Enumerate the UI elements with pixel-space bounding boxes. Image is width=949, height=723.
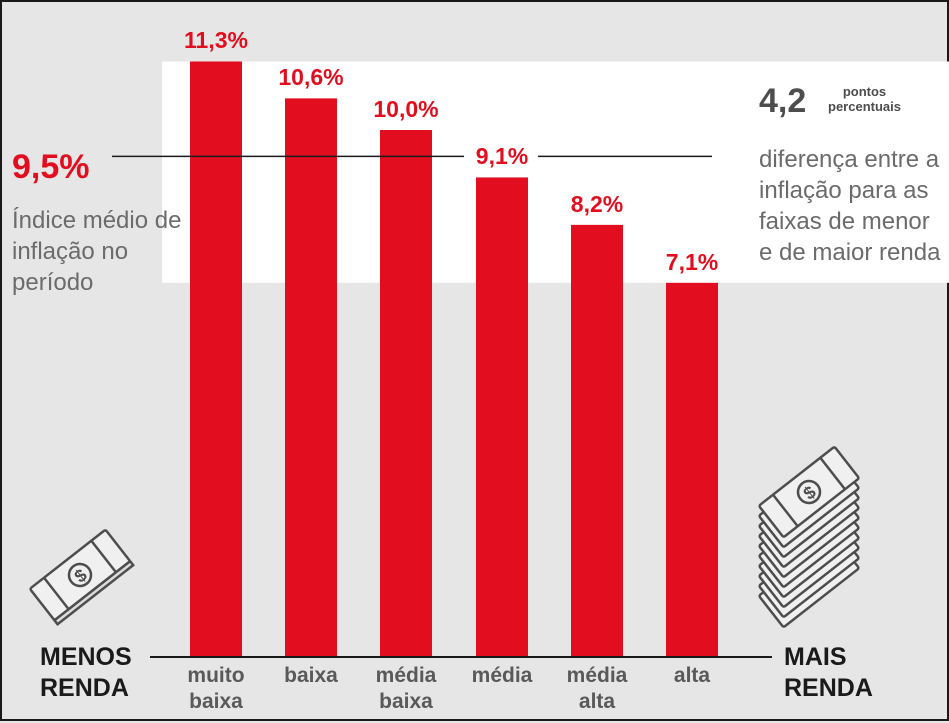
bar-5 <box>666 282 718 657</box>
category-label-3-line-0: média <box>471 664 533 687</box>
less-income-label: MENOS RENDA <box>40 642 132 704</box>
more-income-line1: MAIS <box>784 643 847 671</box>
category-label-0-line-1: baixa <box>189 690 243 713</box>
category-label-5: alta <box>637 663 747 689</box>
bar-value-label-1: 10,6% <box>278 64 344 91</box>
category-label-0-line-0: muito <box>187 664 245 687</box>
bar-0 <box>190 61 242 658</box>
difference-unit-line1: pontos <box>842 84 887 99</box>
banknote-layer: $ <box>758 446 860 538</box>
difference-unit-line2: percentuais <box>828 99 901 114</box>
category-label-1: baixa <box>256 663 366 689</box>
bar-value-label-3: 9,1% <box>475 143 529 170</box>
difference-unit: pontos percentuais <box>828 84 901 114</box>
category-label-5-line-0: alta <box>673 664 711 687</box>
category-label-4-line-1: alta <box>578 690 616 713</box>
bar-2 <box>380 130 432 657</box>
bar-value-label-5: 7,1% <box>665 248 719 275</box>
bar-1 <box>285 98 337 657</box>
difference-description: diferença entre a inflação para as faixa… <box>759 146 941 266</box>
category-label-3: média <box>447 663 557 689</box>
more-income-line2: RENDA <box>784 674 873 702</box>
average-inflation-value: 9,5% <box>12 148 90 186</box>
banknote-stack-icon: $ <box>758 446 860 628</box>
bar-value-label-4: 8,2% <box>570 190 624 217</box>
more-income-label: MAIS RENDA <box>784 642 873 704</box>
category-label-2-line-0: média <box>375 664 437 687</box>
bar-value-label-2: 10,0% <box>373 96 439 122</box>
bar-4 <box>571 224 623 658</box>
less-income-line2: RENDA <box>40 674 129 702</box>
category-label-2: média baixa <box>351 663 461 715</box>
category-label-0: muito baixa <box>161 663 271 715</box>
category-label-2-line-1: baixa <box>379 690 433 713</box>
average-inflation-description: Índice médio de inflação no período <box>12 207 182 296</box>
category-label-1-line-0: baixa <box>284 664 338 687</box>
less-income-line1: MENOS <box>40 643 132 671</box>
category-label-4: média alta <box>542 663 652 715</box>
category-label-4-line-0: média <box>566 664 628 687</box>
single-banknote-icon: $ <box>29 529 135 627</box>
bar-3 <box>476 177 528 657</box>
difference-value: 4,2 <box>759 82 807 120</box>
bar-value-label-0: 11,3% <box>184 27 248 54</box>
